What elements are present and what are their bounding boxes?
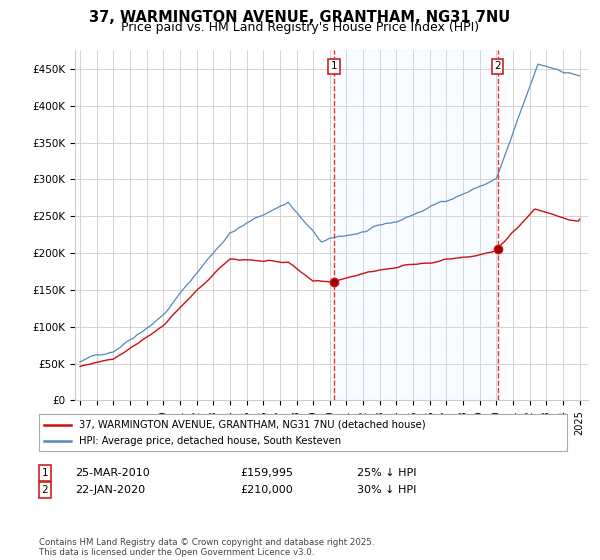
Text: £210,000: £210,000 xyxy=(240,485,293,495)
Text: 1: 1 xyxy=(331,61,337,71)
Text: 2: 2 xyxy=(41,485,49,495)
Text: Price paid vs. HM Land Registry's House Price Index (HPI): Price paid vs. HM Land Registry's House … xyxy=(121,21,479,34)
Text: 37, WARMINGTON AVENUE, GRANTHAM, NG31 7NU: 37, WARMINGTON AVENUE, GRANTHAM, NG31 7N… xyxy=(89,10,511,25)
Text: 22-JAN-2020: 22-JAN-2020 xyxy=(75,485,145,495)
Text: 25-MAR-2010: 25-MAR-2010 xyxy=(75,468,150,478)
Text: 25% ↓ HPI: 25% ↓ HPI xyxy=(357,468,416,478)
Text: 2: 2 xyxy=(494,61,501,71)
Bar xyxy=(334,50,497,400)
Text: £159,995: £159,995 xyxy=(240,468,293,478)
Text: Contains HM Land Registry data © Crown copyright and database right 2025.
This d: Contains HM Land Registry data © Crown c… xyxy=(39,538,374,557)
Text: 30% ↓ HPI: 30% ↓ HPI xyxy=(357,485,416,495)
Text: HPI: Average price, detached house, South Kesteven: HPI: Average price, detached house, Sout… xyxy=(79,436,341,446)
Text: 1: 1 xyxy=(41,468,49,478)
Text: 37, WARMINGTON AVENUE, GRANTHAM, NG31 7NU (detached house): 37, WARMINGTON AVENUE, GRANTHAM, NG31 7N… xyxy=(79,419,425,430)
